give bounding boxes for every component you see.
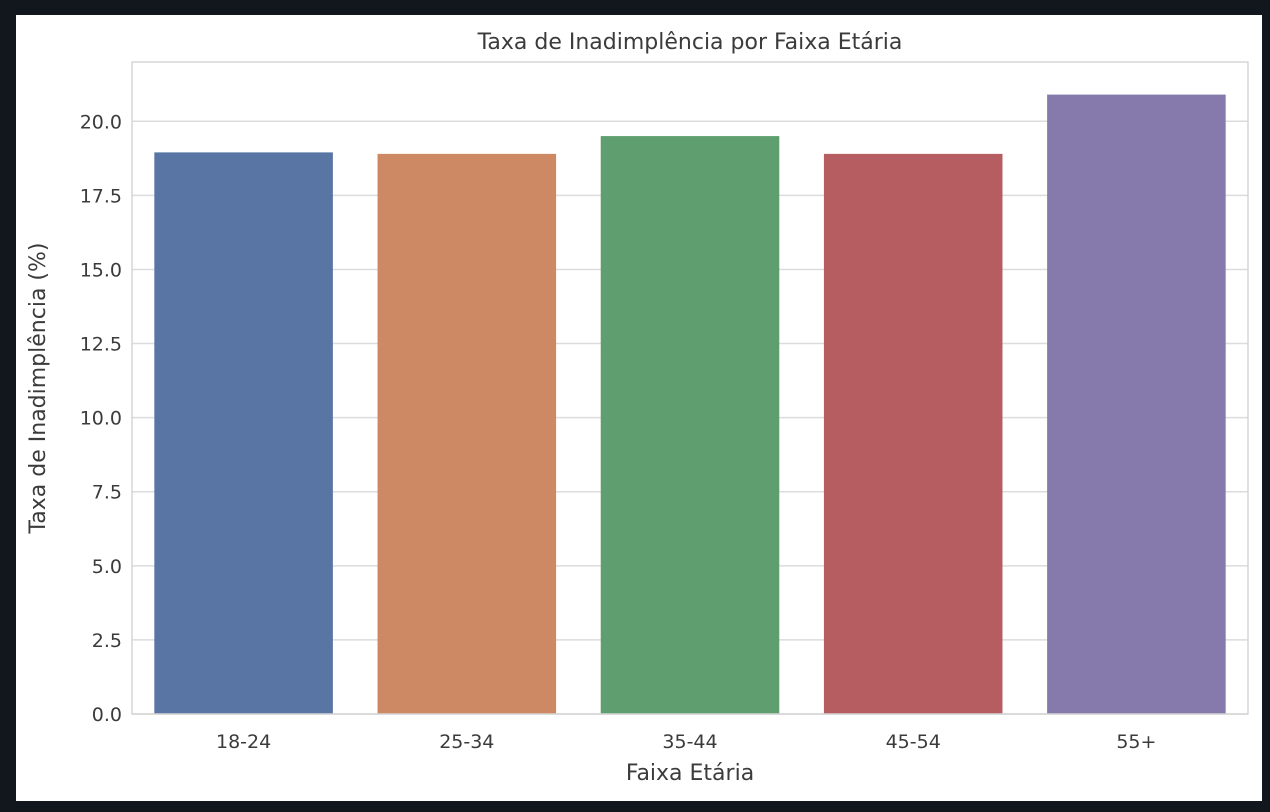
chart-title: Taxa de Inadimplência por Faixa Etária bbox=[477, 30, 903, 55]
y-tick-label: 7.5 bbox=[92, 482, 122, 504]
bar-chart: 0.0 2.5 5.0 7.5 10.0 12.5 15.0 17.5 20.0 18-24 25… bbox=[26, 30, 1249, 786]
x-tick-label: 55+ bbox=[1116, 731, 1156, 753]
bars bbox=[154, 94, 1226, 715]
y-tick-label: 5.0 bbox=[92, 556, 122, 578]
y-tick-label: 12.5 bbox=[80, 334, 122, 356]
y-tick-label: 0.0 bbox=[92, 704, 122, 726]
y-axis-label: Taxa de Inadimplência (%) bbox=[26, 243, 51, 535]
x-tick-label: 25-34 bbox=[439, 731, 494, 753]
bar-55+ bbox=[1047, 94, 1226, 715]
x-tick-label: 35-44 bbox=[662, 731, 717, 753]
bar-25-34 bbox=[377, 153, 557, 714]
plot-frame bbox=[131, 61, 1249, 715]
y-tick-label: 10.0 bbox=[80, 408, 122, 430]
x-axis-label: Faixa Etária bbox=[626, 761, 754, 786]
bar-35-44 bbox=[600, 136, 780, 714]
bar-18-24 bbox=[154, 152, 333, 714]
bar-45-54 bbox=[823, 153, 1003, 714]
y-tick-label: 15.0 bbox=[80, 259, 122, 281]
x-tick-label: 45-54 bbox=[886, 731, 941, 753]
y-tick-label: 17.5 bbox=[80, 185, 122, 207]
y-tick-label: 20.0 bbox=[80, 111, 122, 133]
y-tick-labels: 0.0 2.5 5.0 7.5 10.0 12.5 15.0 17.5 20.0 bbox=[80, 111, 122, 726]
chart-figure: 0.0 2.5 5.0 7.5 10.0 12.5 15.0 17.5 20.0 18-24 25… bbox=[16, 15, 1262, 801]
x-tick-label: 18-24 bbox=[216, 731, 271, 753]
x-tick-labels: 18-24 25-34 35-44 45-54 55+ bbox=[216, 731, 1156, 753]
y-tick-label: 2.5 bbox=[92, 630, 122, 652]
